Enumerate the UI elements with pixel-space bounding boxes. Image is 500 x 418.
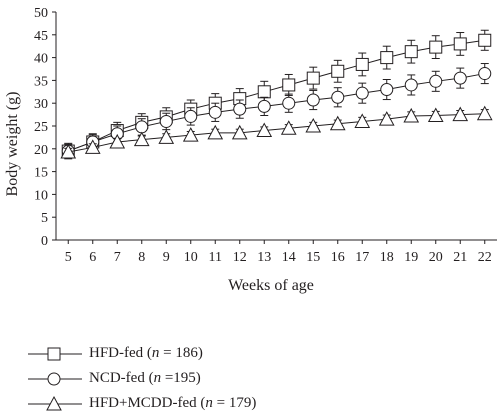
series-line [68,73,485,152]
data-point-triangle [256,122,273,138]
data-point-circle [306,93,320,107]
data-point-triangle [158,129,175,144]
series-square [61,29,492,160]
series-triangle [60,105,493,159]
data-point-square [380,51,394,65]
data-point-circle [159,114,173,128]
legend-item-hfd-mcdd: HFD+MCDD-fed (n = 179) [26,393,466,414]
y-tick-label: 10 [34,188,48,203]
data-point-circle [257,99,271,113]
data-point-triangle [133,131,150,147]
y-tick-label: 20 [34,143,48,158]
legend-item-ncd: NCD-fed (n =195) [26,368,466,389]
data-point-circle [331,90,345,104]
y-axis-title: Body weight (g) [4,92,21,197]
x-axis-title: Weeks of age [228,277,314,294]
data-point-square [355,57,369,71]
data-point-triangle [182,127,199,142]
x-tick-label: 20 [429,250,443,265]
legend-item-hfd: HFD-fed (n = 186) [26,343,466,364]
y-tick-label: 15 [34,166,48,181]
y-tick-label: 0 [41,234,48,249]
y-tick-label: 35 [34,74,48,89]
x-tick-label: 14 [282,250,296,265]
y-tick-label: 50 [34,6,48,21]
data-point-square [429,40,443,54]
chart-axes: 0 5 10 15 20 25 30 35 40 45 50 5 6 7 8 9 10 11 12 13 14 15 16 1… [34,6,497,265]
data-point-triangle [60,143,77,159]
legend-label-ncd: NCD-fed (n =195) [89,370,201,386]
square-marker-icon [28,347,82,361]
y-tick-label: 5 [41,211,48,226]
x-tick-label: 6 [89,250,96,265]
data-point-circle [184,109,198,123]
data-point-circle [208,105,222,119]
data-point-triangle [329,115,346,131]
triangle-marker-icon [28,395,82,411]
x-tick-label: 21 [453,250,467,265]
series-circle [61,63,492,159]
data-point-square [404,45,418,59]
legend: HFD-fed (n = 186) NCD-fed (n =195) HFD+M… [26,343,466,418]
legend-label-hfd: HFD-fed (n = 186) [89,345,203,361]
x-tick-label: 22 [478,250,492,265]
data-point-circle [429,74,443,88]
x-tick-label: 15 [306,250,320,265]
y-tick-label: 40 [34,52,48,67]
data-point-circle [355,86,369,100]
data-point-square [282,78,296,92]
x-tick-label: 16 [331,250,345,265]
data-point-square [453,37,467,51]
data-point-triangle [207,124,224,140]
y-tick-label: 25 [34,120,48,135]
data-point-triangle [378,111,395,126]
data-point-square [478,33,492,47]
data-point-circle [478,67,492,81]
x-tick-label: 19 [404,250,418,265]
data-point-circle [282,96,296,110]
data-point-triangle [354,113,371,128]
data-point-triangle [476,105,493,121]
series-line [68,113,485,153]
circle-marker-icon [28,372,82,386]
x-tick-label: 8 [138,250,145,265]
x-tick-label: 10 [184,250,198,265]
x-tick-label: 5 [65,250,72,265]
data-point-circle [233,102,247,116]
data-point-triangle [109,133,126,149]
data-point-triangle [305,117,322,133]
data-point-triangle [403,107,420,123]
x-tick-label: 9 [163,250,170,265]
series-line [68,39,485,152]
data-point-triangle [280,120,297,135]
data-point-square [306,71,320,85]
data-point-triangle [427,107,444,123]
x-tick-label: 11 [209,250,222,265]
legend-label-hfd-mcdd: HFD+MCDD-fed (n = 179) [89,395,257,411]
data-point-triangle [84,139,101,154]
data-point-circle [380,83,394,97]
x-tick-label: 12 [233,250,247,265]
line-chart: 0 5 10 15 20 25 30 35 40 45 50 5 6 7 8 9 10 11 12 13 14 15 16 1… [4,6,497,294]
y-tick-label: 30 [34,97,48,112]
data-point-square [257,85,271,99]
x-tick-label: 18 [380,250,394,265]
x-tick-label: 7 [114,250,121,265]
data-point-triangle [231,124,248,140]
data-point-triangle [452,106,469,122]
data-point-circle [404,78,418,92]
data-point-square [331,64,345,78]
data-point-circle [135,120,149,134]
data-point-circle [453,71,467,85]
chart-series [60,29,493,160]
x-tick-label: 13 [257,250,271,265]
y-tick-label: 45 [34,29,48,44]
x-tick-label: 17 [355,250,369,265]
